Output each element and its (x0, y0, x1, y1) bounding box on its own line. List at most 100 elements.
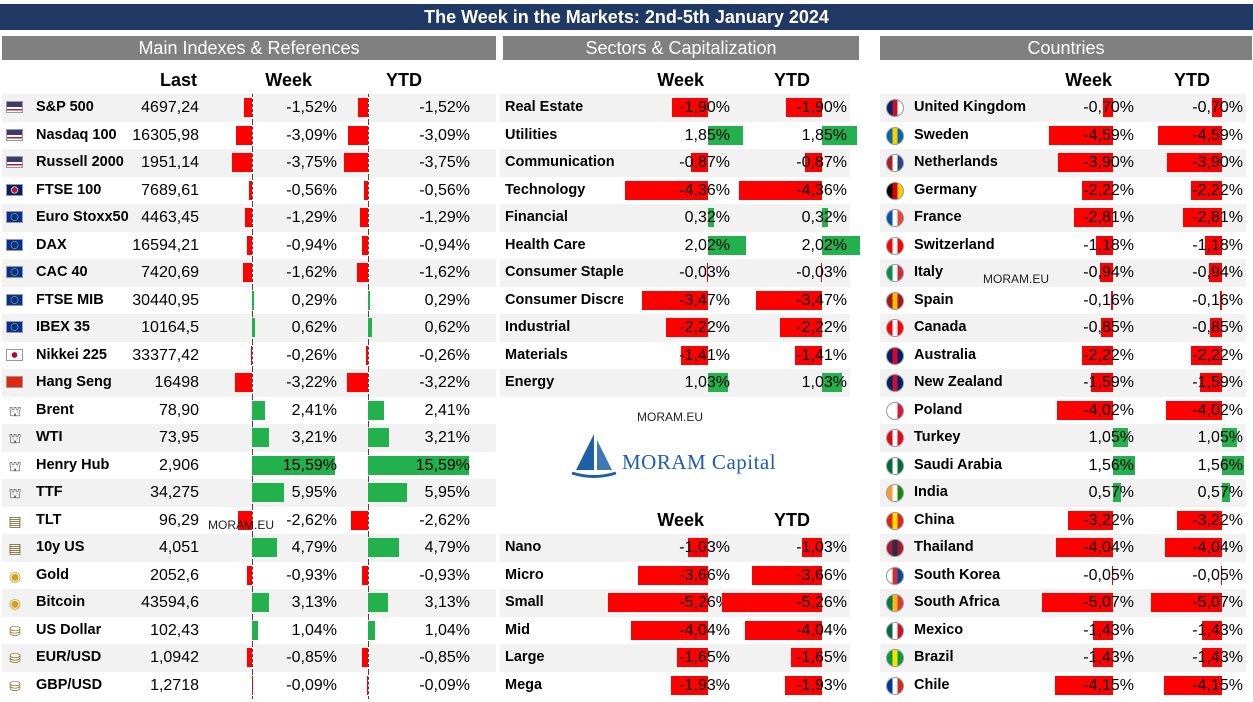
row-last: 4,051 (158, 539, 199, 556)
cap-col-ytd: YTD (774, 510, 810, 530)
week-bar (1073, 208, 1113, 227)
week-bar (249, 180, 252, 200)
row-name: Turkey (914, 429, 961, 445)
sectors-col-week: Week (657, 70, 704, 90)
week-bar (252, 428, 269, 447)
row-name: Industrial (505, 319, 571, 335)
row-ytd: -3,09% (419, 126, 470, 144)
row-week: 2,41% (291, 401, 337, 419)
week-bar (252, 400, 265, 420)
row-ytd: -3,90% (1192, 154, 1243, 171)
ytd-bar (350, 510, 368, 530)
row-name: Poland (914, 401, 963, 418)
row-ytd: -1,03% (796, 539, 847, 556)
zero-axis (252, 176, 253, 204)
row-name: India (914, 484, 948, 500)
row-name: TLT (36, 511, 62, 528)
row-week: -0,03% (679, 264, 730, 281)
row-name: Nikkei 225 (36, 346, 107, 363)
week-bar (708, 125, 744, 145)
week-bar (232, 153, 252, 172)
ytd-bar (362, 648, 368, 667)
row-last: 30440,95 (132, 291, 199, 309)
row-ytd: -2,62% (419, 511, 470, 529)
row-ytd: 1,05% (1197, 429, 1243, 446)
ytd-bar (821, 263, 822, 282)
row-ytd: 1,03% (801, 374, 847, 391)
table-row: Communication -0,87% -0,87% (500, 149, 850, 177)
row-ytd: -0,93% (419, 566, 470, 584)
row-ytd: -2,22% (1192, 181, 1243, 199)
row-name: Mexico (914, 621, 964, 638)
zero-axis (252, 204, 253, 232)
flag-icon (886, 264, 904, 282)
week-bar (1042, 593, 1113, 612)
ytd-bar (1210, 318, 1222, 337)
week-bar (1054, 675, 1113, 695)
table-row: Consumer Discre -3,47% -3,47% (500, 287, 850, 315)
row-week: -2,81% (1083, 209, 1134, 226)
row-last: 4463,45 (141, 209, 199, 226)
ytd-bar (756, 290, 822, 310)
row-last: 16594,21 (132, 236, 199, 254)
watermark: MORAM.EU (983, 272, 1049, 286)
eu-flag (6, 321, 23, 333)
flag-icon (886, 154, 904, 172)
table-row: Switzerland -1,18% -1,18% (880, 232, 1246, 260)
row-last: 96,29 (158, 511, 199, 529)
ytd-bar (368, 483, 407, 502)
row-name: Bitcoin (36, 594, 86, 610)
row-name: Materials (505, 346, 568, 363)
row-last: 1,2718 (150, 676, 199, 694)
table-row: South Korea -0,05% -0,05% (880, 562, 1246, 590)
week-bar (708, 208, 715, 227)
row-ytd: -1,43% (1192, 649, 1243, 666)
table-row: New Zealand -1,59% -1,59% (880, 369, 1246, 397)
flag-icon (886, 319, 904, 337)
row-week: -2,62% (286, 511, 337, 529)
week-bar (1092, 648, 1113, 667)
zero-axis (252, 341, 253, 369)
us-flag (6, 128, 23, 141)
row-ytd: 3,13% (424, 594, 470, 611)
table-row: South Africa -5,07% -5,07% (880, 589, 1246, 617)
eu-flag (6, 238, 23, 251)
row-week: -1,59% (1083, 374, 1134, 391)
row-name: Russell 2000 (36, 154, 124, 170)
main-indexes-table: S&P 500 4697,24 -1,52% -1,52% Nasdaq 100 1630… (2, 94, 496, 699)
row-name: Gold (36, 566, 70, 583)
row-name: Consumer Staple (505, 264, 623, 280)
row-week: -3,90% (1083, 154, 1134, 171)
table-row: Mega -1,93% -1,93% (500, 672, 850, 700)
row-ytd: -1,18% (1192, 236, 1243, 254)
week-bar (243, 98, 252, 117)
zero-axis (252, 121, 253, 149)
row-week: 1,56% (1088, 456, 1134, 474)
row-last: 4697,24 (141, 99, 199, 116)
row-week: 4,79% (291, 539, 337, 556)
watermark: MORAM.EU (208, 518, 274, 532)
flag-icon (886, 539, 904, 557)
week-bar (243, 263, 252, 282)
row-week: -1,65% (679, 649, 730, 666)
row-name: Italy (914, 264, 944, 280)
row-ytd: -4,36% (796, 181, 847, 199)
ytd-bar (366, 345, 368, 365)
row-name: Saudi Arabia (914, 456, 1003, 473)
row-week: -0,70% (1083, 99, 1134, 116)
row-week: 0,62% (291, 319, 337, 336)
ytd-bar (1219, 290, 1222, 310)
row-week: 0,57% (1088, 484, 1134, 501)
sectors-header: Sectors & Capitalization (503, 36, 859, 60)
zero-axis (252, 231, 253, 259)
table-row: Turkey 1,05% 1,05% (880, 424, 1246, 452)
countries-header: Countries (880, 36, 1252, 60)
row-name: 10y US (36, 539, 85, 555)
table-row: Large -1,65% -1,65% (500, 644, 850, 672)
week-bar (1058, 153, 1113, 172)
row-name: TTF (36, 484, 63, 500)
japan-flag (6, 348, 23, 361)
table-row: DAX 16594,21 -0,94% -0,94% (2, 231, 496, 259)
ytd-bar (368, 455, 470, 475)
flag-icon (886, 374, 904, 392)
